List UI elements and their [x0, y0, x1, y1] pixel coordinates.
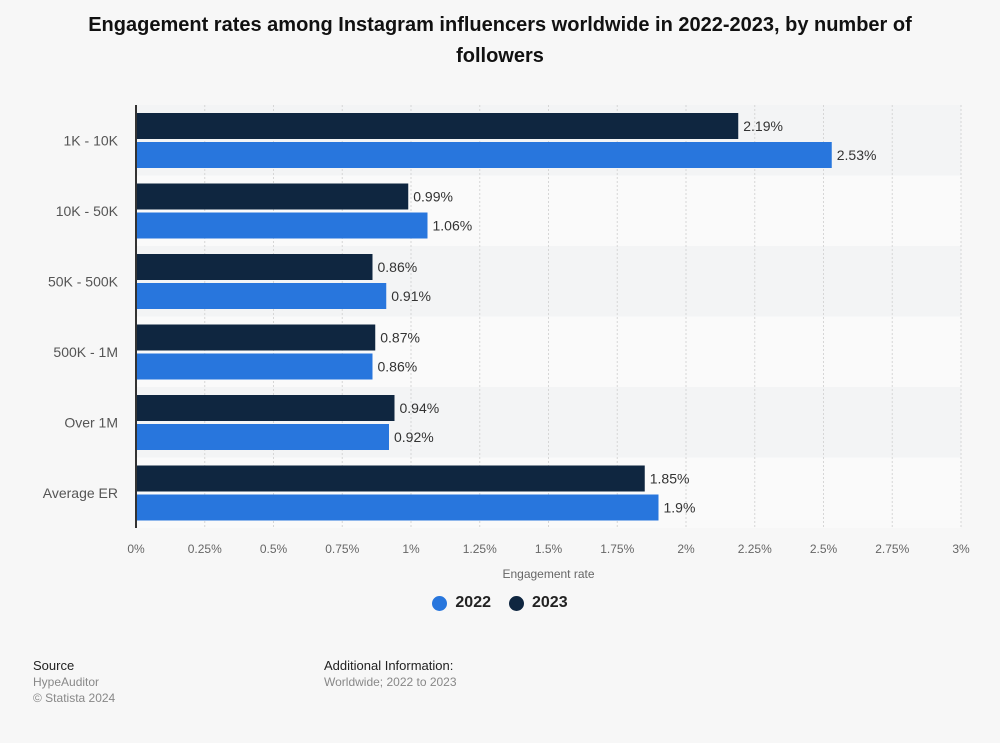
category-label: Average ER: [43, 485, 118, 501]
bar-2022: [136, 283, 387, 309]
x-tick-label: 0.5%: [260, 542, 288, 556]
data-label: 2.53%: [837, 147, 877, 163]
data-label: 0.86%: [378, 359, 418, 375]
category-label: 50K - 500K: [48, 273, 119, 289]
x-tick-label: 3%: [952, 542, 970, 556]
bar-2023: [136, 395, 395, 421]
category-label: 500K - 1M: [53, 344, 118, 360]
x-tick-label: 1.5%: [535, 542, 563, 556]
category-label: Over 1M: [64, 414, 118, 430]
data-label: 0.86%: [378, 259, 418, 275]
info-heading: Additional Information:: [324, 658, 454, 673]
bar-2022: [136, 353, 373, 380]
data-label: 0.94%: [400, 400, 440, 416]
data-label: 0.87%: [380, 330, 420, 346]
bar-2022: [136, 424, 389, 450]
chart-title: Engagement rates among Instagram influen…: [88, 14, 912, 67]
copyright-text: © Statista 2024: [33, 691, 116, 705]
bar-2022: [136, 212, 428, 239]
x-axis-title: Engagement rate: [502, 567, 594, 581]
x-tick-label: 0%: [127, 542, 145, 556]
additional-info-block: Additional Information: Worldwide; 2022 …: [324, 658, 457, 690]
data-label: 2.19%: [743, 118, 783, 134]
x-tick-label: 0.25%: [188, 542, 222, 556]
bar-2023: [136, 254, 373, 280]
legend-item-2023[interactable]: 2023: [509, 594, 568, 612]
data-label: 1.85%: [650, 471, 690, 487]
x-tick-label: 2.5%: [810, 542, 838, 556]
category-label: 10K - 50K: [56, 203, 119, 219]
legend-label: 2022: [455, 594, 491, 611]
source-block: Source HypeAuditor © Statista 2024: [33, 658, 115, 706]
bar-2022: [136, 494, 659, 521]
legend-label: 2023: [532, 594, 568, 611]
data-label: 0.92%: [394, 429, 434, 445]
data-label: 0.99%: [413, 189, 453, 205]
category-label: 1K - 10K: [64, 132, 119, 148]
data-label: 1.9%: [664, 500, 696, 516]
x-tick-label: 1%: [402, 542, 420, 556]
legend: 2022 2023: [0, 594, 1000, 612]
bar-2023: [136, 183, 409, 210]
x-tick-label: 1.75%: [600, 542, 634, 556]
x-tick-label: 0.75%: [325, 542, 359, 556]
data-label: 1.06%: [433, 218, 473, 234]
bar-2023: [136, 113, 739, 139]
data-label: 0.91%: [391, 288, 431, 304]
x-tick-label: 1.25%: [463, 542, 497, 556]
bar-2023: [136, 465, 645, 492]
info-text: Worldwide; 2022 to 2023: [324, 675, 457, 689]
x-tick-label: 2.25%: [738, 542, 772, 556]
source-heading: Source: [33, 658, 75, 673]
x-tick-label: 2%: [677, 542, 695, 556]
source-text: HypeAuditor: [33, 675, 100, 689]
x-tick-label: 2.75%: [875, 542, 909, 556]
legend-dot-icon: [432, 595, 448, 611]
legend-dot-icon: [509, 595, 524, 611]
bar-2022: [136, 142, 832, 168]
bar-2023: [136, 324, 376, 351]
legend-item-2022[interactable]: 2022: [432, 594, 491, 612]
